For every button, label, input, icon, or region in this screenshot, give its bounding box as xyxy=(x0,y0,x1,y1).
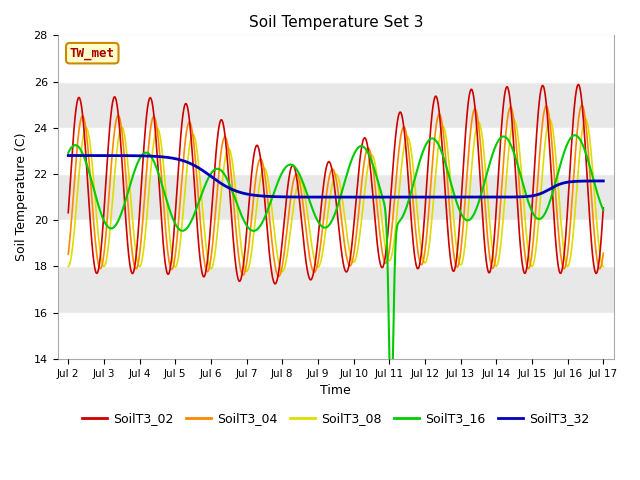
Bar xyxy=(58,266,614,312)
Bar xyxy=(58,36,614,82)
Text: TW_met: TW_met xyxy=(70,47,115,60)
Bar xyxy=(58,312,614,359)
Title: Soil Temperature Set 3: Soil Temperature Set 3 xyxy=(248,15,423,30)
Bar xyxy=(58,174,614,220)
Bar xyxy=(58,82,614,128)
Bar xyxy=(58,128,614,174)
Legend: SoilT3_02, SoilT3_04, SoilT3_08, SoilT3_16, SoilT3_32: SoilT3_02, SoilT3_04, SoilT3_08, SoilT3_… xyxy=(77,407,595,430)
X-axis label: Time: Time xyxy=(321,384,351,397)
Y-axis label: Soil Temperature (C): Soil Temperature (C) xyxy=(15,133,28,262)
Bar xyxy=(58,220,614,266)
